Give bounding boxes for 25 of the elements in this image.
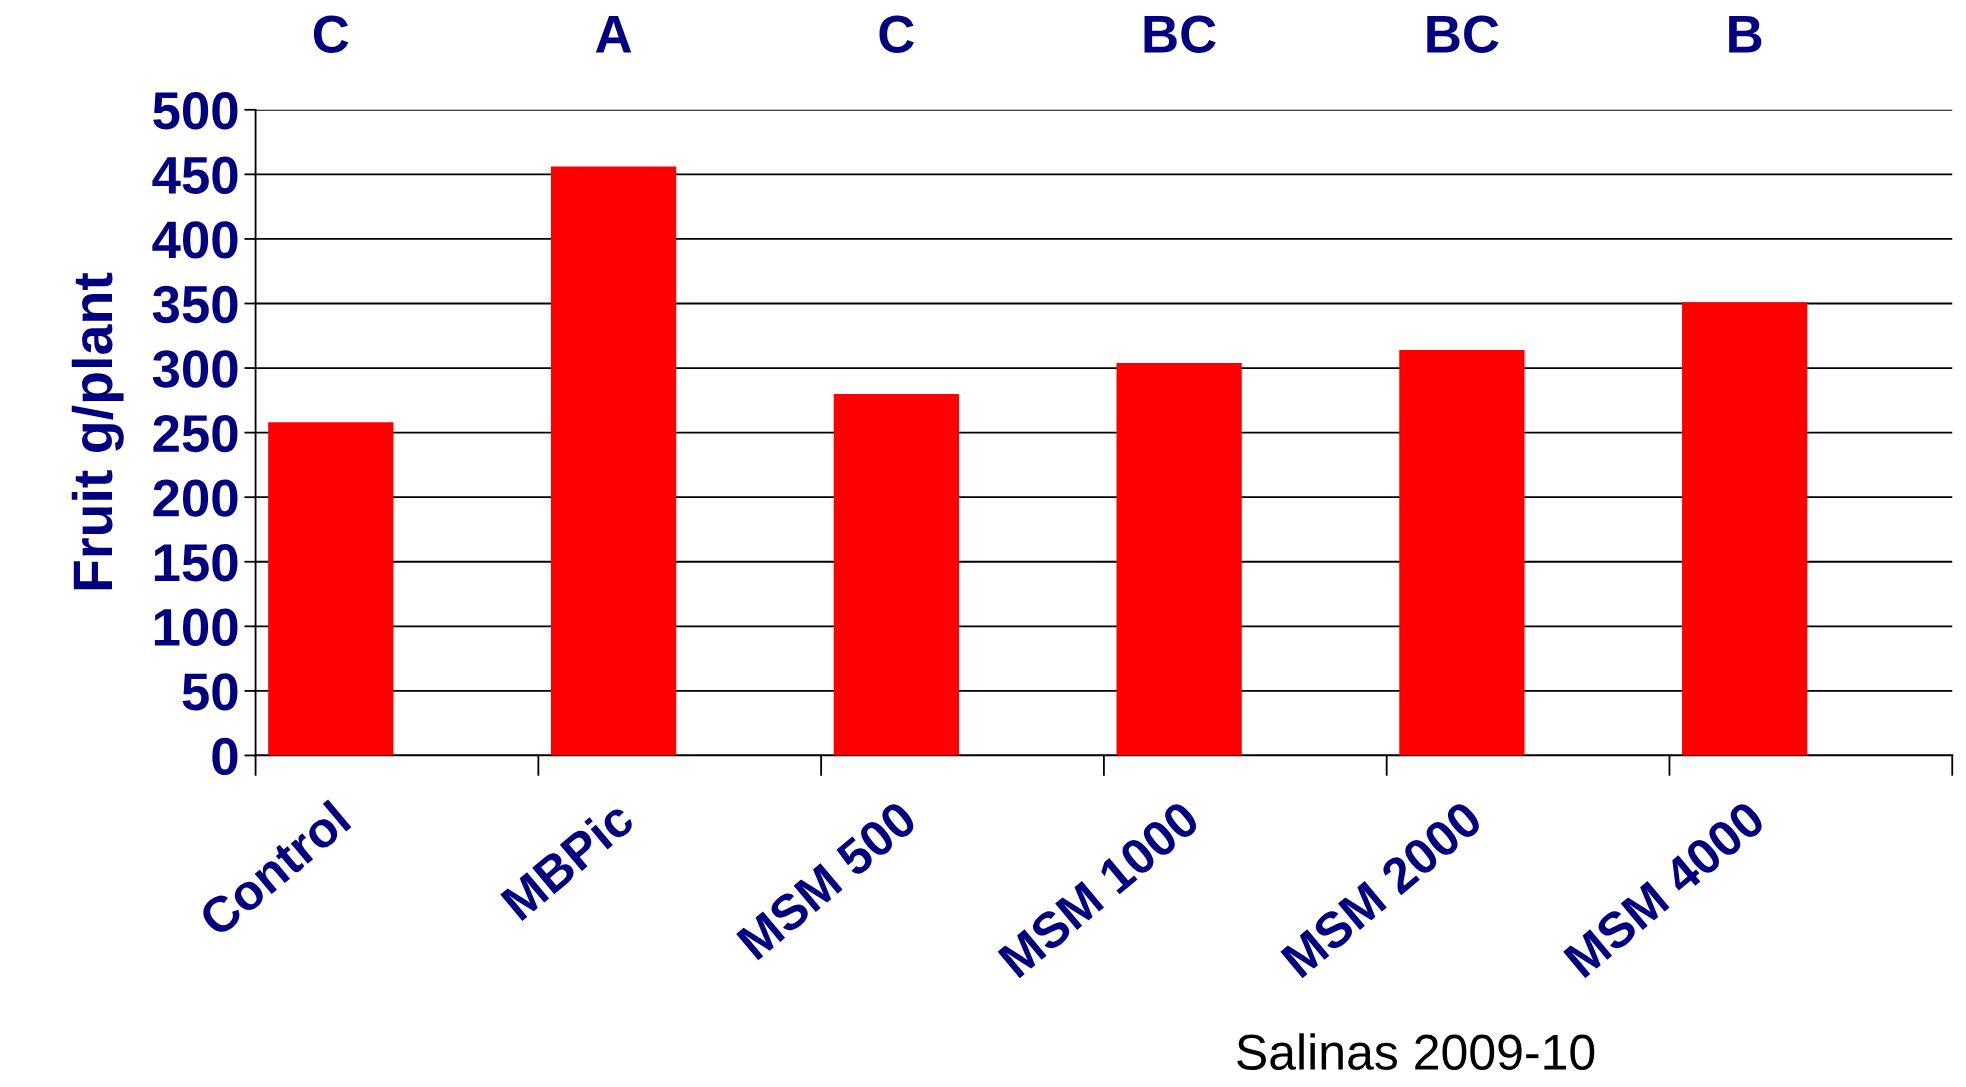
y-tick-label: 50 (182, 673, 238, 711)
bar (268, 422, 394, 756)
y-tick-label: 450 (152, 156, 238, 194)
text: BC (1427, 15, 1499, 53)
y-tick-label: 250 (153, 414, 238, 453)
y-tick-label: 0 (212, 737, 238, 776)
bar (1116, 362, 1242, 756)
y-tick-label: 150 (154, 544, 238, 582)
y-tick-label: 400 (152, 221, 238, 259)
y-tick-label: 300 (152, 350, 238, 388)
y-tick-label: 350 (152, 285, 238, 324)
text: A (595, 16, 632, 53)
text: C (313, 15, 349, 53)
y-tick-label: 200 (153, 479, 238, 517)
bar (1399, 349, 1525, 756)
y-tick-label: 500 (153, 92, 238, 130)
y-tick-label: 100 (154, 608, 238, 646)
bar (550, 166, 677, 756)
bar (833, 393, 959, 756)
text: Salinas 2009-10 (1237, 1033, 1595, 1070)
y-axis-title: Fruit g/plant (71, 272, 124, 590)
text: C (879, 15, 914, 53)
text: B (1729, 16, 1762, 53)
bar (1682, 302, 1808, 756)
text: BC (1144, 15, 1216, 53)
